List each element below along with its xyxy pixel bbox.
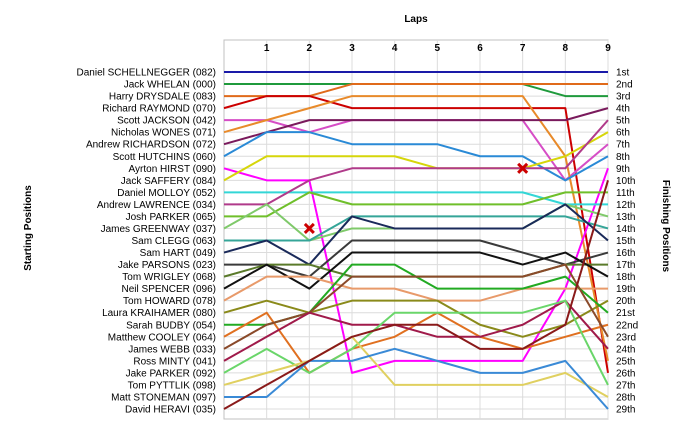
finishing-position-label: 24th: [616, 344, 635, 355]
driver-series-line: [224, 191, 608, 218]
driver-series-line: [224, 119, 609, 206]
driver-series-line: [223, 95, 609, 362]
lap-tick-label: 3: [349, 43, 355, 54]
starting-driver-label: Richard RAYMOND (070): [102, 104, 216, 115]
driver-series-line: [223, 299, 609, 386]
driver-series-line: [223, 203, 609, 266]
finishing-position-label: 10th: [616, 176, 635, 187]
finishing-position-label: 18th: [616, 272, 635, 283]
starting-driver-label: Jake PARKER (092): [126, 368, 216, 379]
y-axis-right-title: Finishing Positions: [660, 180, 671, 273]
finishing-position-label: 17th: [616, 260, 635, 271]
finishing-position-label: 25th: [616, 356, 635, 367]
starting-driver-label: Sarah BUDBY (054): [126, 320, 216, 331]
lap-tick-label: 8: [563, 43, 569, 54]
starting-driver-label: Scott JACKSON (042): [117, 116, 216, 127]
finishing-position-label: 20th: [616, 296, 635, 307]
starting-driver-label: David HERAVI (035): [125, 405, 216, 416]
starting-driver-label: Tom PYTTLIK (098): [128, 380, 216, 391]
driver-series-line: [223, 95, 609, 374]
starting-driver-label: Matthew COOLEY (064): [108, 332, 216, 343]
finishing-position-label: 3rd: [616, 92, 630, 103]
starting-driver-label: James WEBB (033): [128, 344, 216, 355]
driver-series-line: [223, 299, 609, 338]
starting-driver-label: Matt STONEMAN (097): [111, 392, 216, 403]
finishing-position-label: 29th: [616, 405, 635, 416]
starting-driver-label: Tom HOWARD (078): [123, 296, 216, 307]
finishing-position-label: 16th: [616, 248, 635, 259]
starting-driver-label: Jack SAFFERY (084): [121, 176, 216, 187]
finishing-position-label: 1st: [616, 68, 630, 79]
finishing-position-label: 4th: [616, 104, 630, 115]
starting-driver-label: Laura KRAIHAMER (080): [102, 308, 216, 319]
driver-series-line: [223, 131, 609, 182]
starting-driver-label: Ross MINTY (041): [133, 356, 216, 367]
lap-tick-label: 5: [435, 43, 441, 54]
finishing-position-label: 27th: [616, 380, 635, 391]
finishing-position-label: 15th: [616, 236, 635, 247]
lap-tick-label: 6: [477, 43, 483, 54]
starting-driver-label: Sam CLEGG (063): [132, 236, 216, 247]
finishing-position-label: 5th: [616, 116, 630, 127]
driver-series-line: [223, 275, 608, 302]
series-layer: [223, 71, 609, 410]
lap-tick-label: 1: [264, 43, 270, 54]
finishing-position-label: 23rd: [616, 332, 636, 343]
finishing-position-label: 22nd: [616, 320, 638, 331]
driver-series-line: [223, 167, 609, 374]
y-axis-left-title: Starting Positions: [23, 185, 34, 271]
incident-marker: [303, 222, 315, 235]
starting-driver-label: Daniel SCHELLNEGGER (082): [77, 68, 217, 79]
starting-driver-label: Andrew RICHARDSON (072): [86, 140, 216, 151]
driver-series-line: [223, 335, 609, 398]
finishing-position-label: 6th: [616, 128, 630, 139]
finishing-position-label: 13th: [616, 212, 635, 223]
finishing-position-label: 2nd: [616, 80, 633, 91]
finishing-position-label: 12th: [616, 200, 635, 211]
starting-driver-label: Sam HART (049): [140, 248, 216, 259]
driver-series-line: [224, 347, 609, 410]
starting-driver-label: Andrew LAWRENCE (034): [97, 200, 216, 211]
driver-series-line: [223, 107, 609, 146]
starting-driver-label: James GREENWAY (037): [101, 224, 216, 235]
incident-marker: [517, 162, 529, 174]
marker-layer: [303, 162, 529, 235]
finishing-position-label: 19th: [616, 284, 635, 295]
starting-driver-label: Harry DRYSDALE (083): [109, 92, 216, 103]
finishing-position-label: 21st: [616, 308, 635, 319]
x-axis-title: Laps: [404, 14, 428, 25]
finishing-position-label: 8th: [616, 152, 630, 163]
finishing-position-label: 11th: [616, 188, 635, 199]
lap-tick-label: 2: [307, 43, 313, 54]
starting-driver-label: Scott HUTCHINS (060): [113, 152, 216, 163]
starting-driver-label: Daniel MOLLOY (052): [117, 188, 216, 199]
lap-tick-label: 9: [605, 43, 611, 54]
finishing-position-label: 9th: [616, 164, 630, 175]
starting-driver-label: Jake PARSONS (023): [118, 260, 216, 271]
driver-series-line: [223, 299, 609, 362]
label-layer: 1 2 3 4 5 6 7 8 9 Daniel SCHELLNEGGER (082)Jack W…: [77, 43, 639, 416]
starting-driver-label: Nicholas WONES (071): [111, 128, 216, 139]
starting-driver-label: Neil SPENCER (096): [122, 284, 216, 295]
starting-driver-label: Josh PARKER (065): [126, 212, 216, 223]
starting-driver-label: Ayrton HIRST (090): [129, 164, 216, 175]
starting-driver-label: Jack WHELAN (000): [124, 80, 216, 91]
driver-series-line: [223, 263, 609, 350]
starting-driver-label: Tom WRIGLEY (068): [122, 272, 216, 283]
lap-tick-label: 7: [520, 43, 526, 54]
lap-tick-label: 4: [392, 43, 398, 54]
finishing-position-label: 26th: [616, 368, 635, 379]
driver-series-line: [223, 180, 609, 410]
finishing-position-label: 7th: [616, 140, 630, 151]
finishing-position-label: 28th: [616, 392, 635, 403]
finishing-position-label: 14th: [616, 224, 635, 235]
